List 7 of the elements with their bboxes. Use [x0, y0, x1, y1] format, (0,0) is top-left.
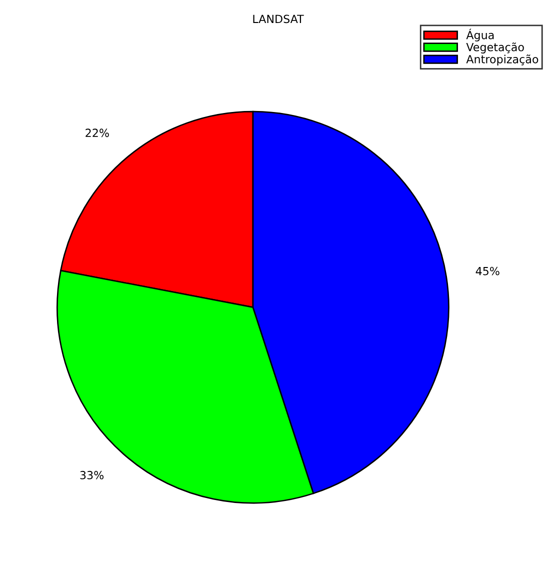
data-label: 45%	[476, 266, 500, 276]
legend-label: Antropização	[466, 54, 538, 66]
chart-title: LANDSAT	[253, 14, 304, 24]
legend-label: Água	[466, 28, 494, 42]
data-label: 22%	[86, 128, 109, 138]
data-label: 33%	[80, 470, 104, 480]
legend-label: Vegetação	[466, 42, 524, 54]
